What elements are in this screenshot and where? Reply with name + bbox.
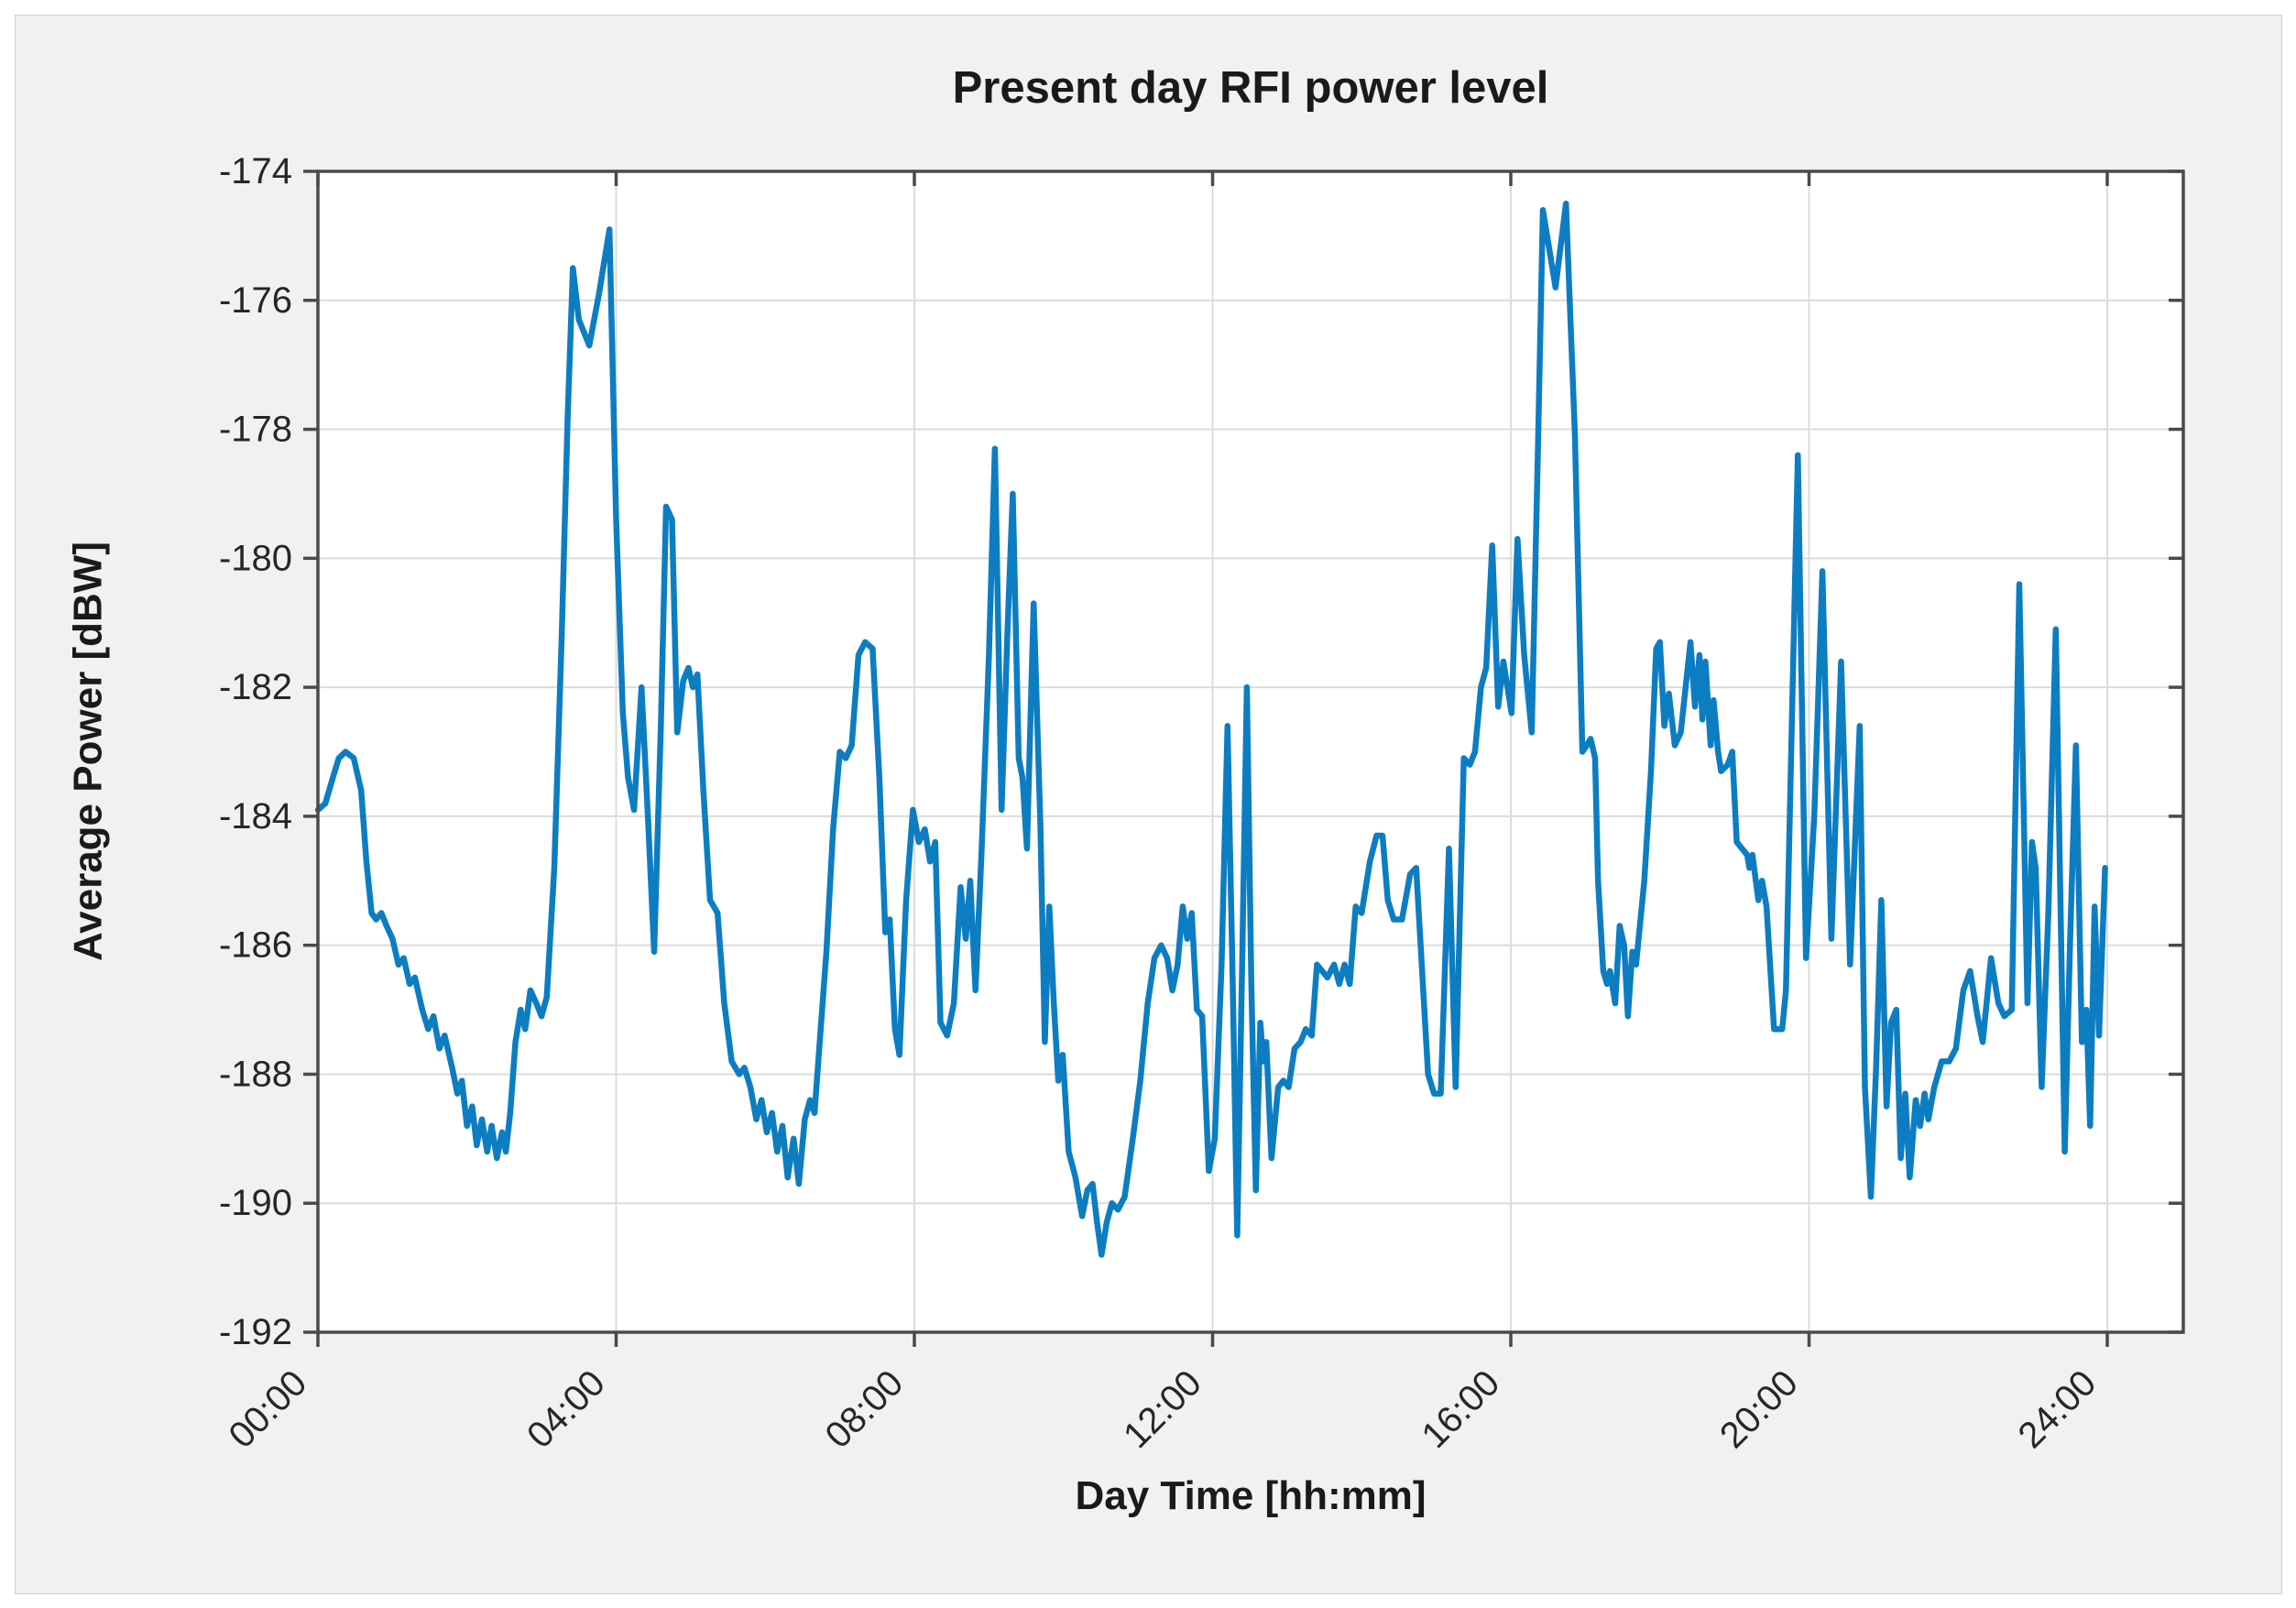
y-tick-label: -182 [219, 667, 292, 707]
y-tick-label: -192 [219, 1312, 292, 1352]
y-tick-label: -178 [219, 410, 292, 450]
y-tick-label: -186 [219, 925, 292, 966]
x-tick-label: 12:00 [1116, 1362, 1209, 1456]
x-tick-label: 04:00 [519, 1362, 613, 1456]
y-tick-label: -174 [219, 151, 292, 191]
y-tick-label: -184 [219, 796, 292, 837]
x-tick-label: 08:00 [817, 1362, 911, 1456]
series-line-rfi-power [314, 200, 2108, 1258]
chart-title: Present day RFI power level [952, 63, 1549, 113]
y-tick-label: -180 [219, 538, 292, 578]
y-tick-label: -176 [219, 280, 292, 321]
y-tick-label: -190 [219, 1183, 292, 1223]
x-tick-label: 24:00 [2010, 1362, 2104, 1456]
x-tick-label: 16:00 [1414, 1362, 1507, 1456]
axes-frame [316, 170, 2185, 1334]
y-axis-label: Average Power [dBW] [65, 541, 111, 962]
x-tick-label: 00:00 [221, 1362, 314, 1456]
x-axis-label: Day Time [hh:mm] [1075, 1473, 1427, 1518]
y-tick-label: -188 [219, 1054, 292, 1094]
x-tick-label: 20:00 [1712, 1362, 1806, 1456]
